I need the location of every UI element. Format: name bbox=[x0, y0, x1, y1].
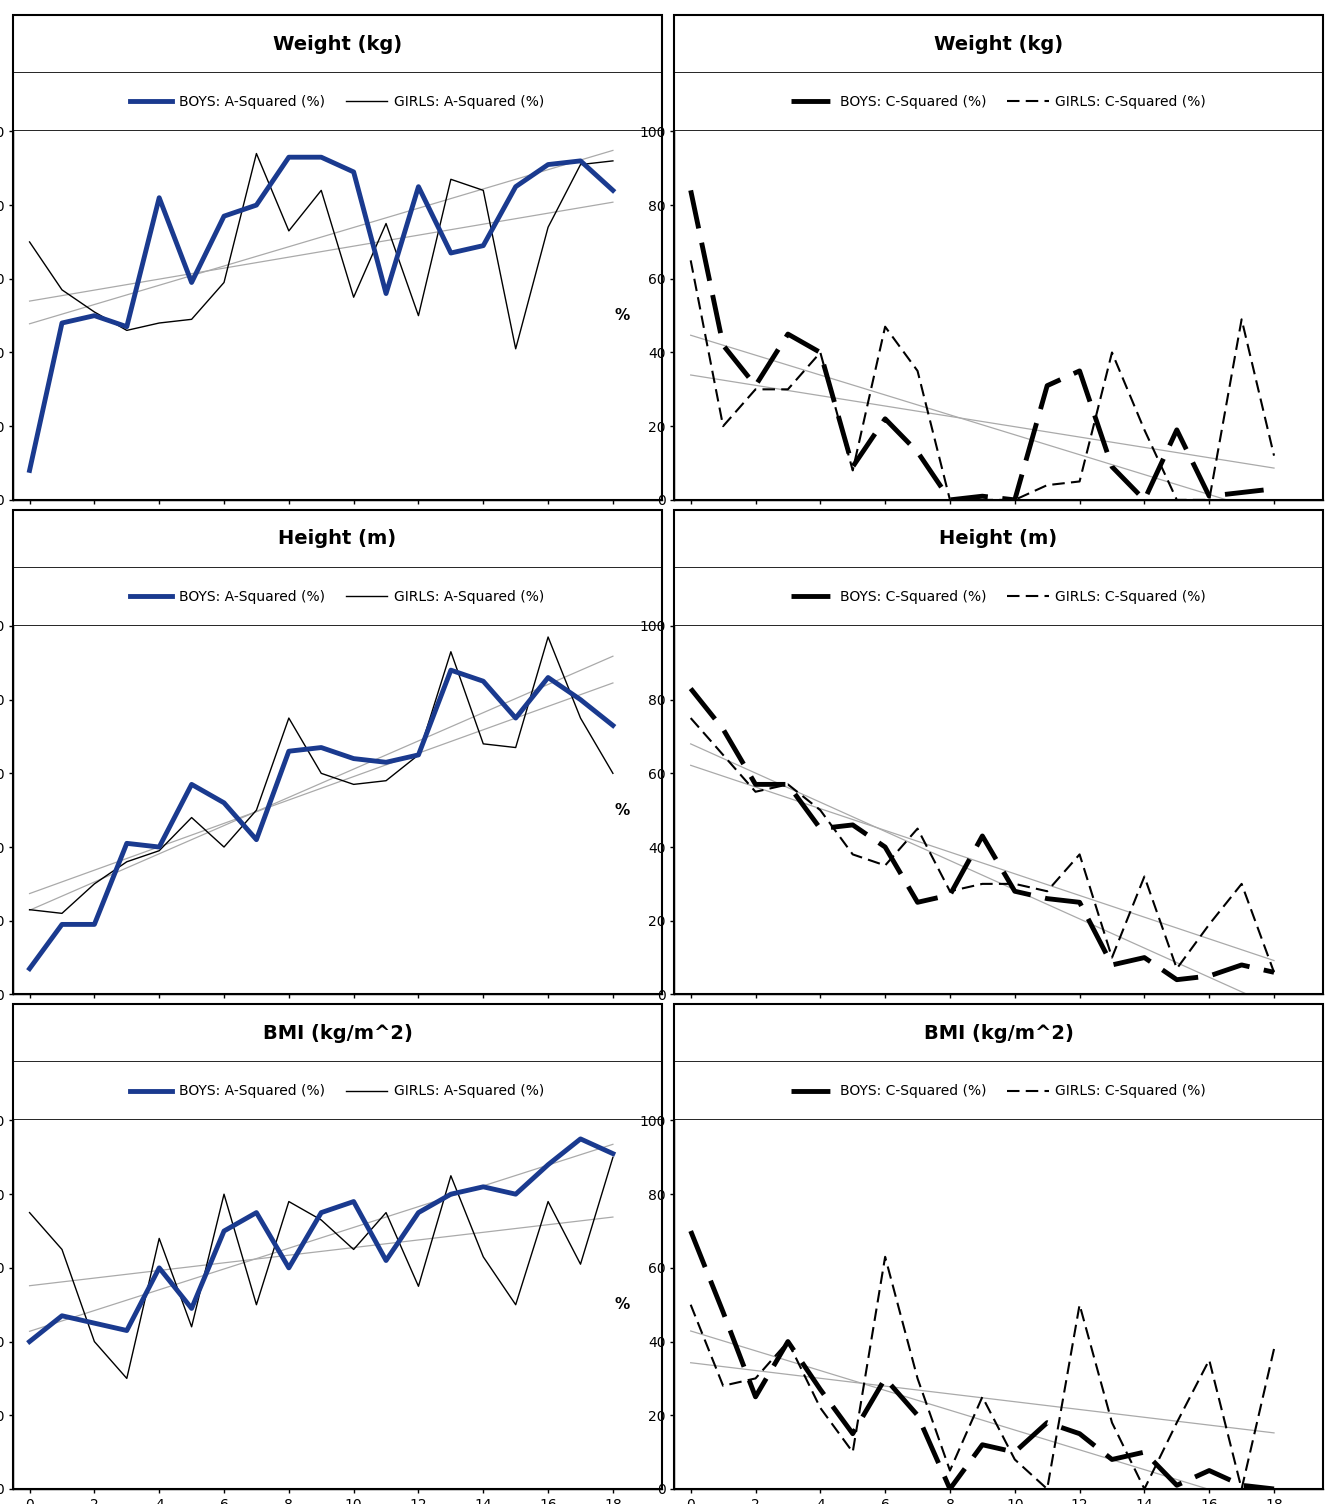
Legend: BOYS: A-Squared (%), GIRLS: A-Squared (%): BOYS: A-Squared (%), GIRLS: A-Squared (%… bbox=[126, 1080, 549, 1102]
Legend: BOYS: A-Squared (%), GIRLS: A-Squared (%): BOYS: A-Squared (%), GIRLS: A-Squared (%… bbox=[126, 92, 549, 113]
Legend: BOYS: C-Squared (%), GIRLS: C-Squared (%): BOYS: C-Squared (%), GIRLS: C-Squared (%… bbox=[787, 1080, 1210, 1102]
Legend: BOYS: C-Squared (%), GIRLS: C-Squared (%): BOYS: C-Squared (%), GIRLS: C-Squared (%… bbox=[787, 92, 1210, 113]
Y-axis label: %: % bbox=[615, 1298, 631, 1311]
Text: BMI (kg/m^2): BMI (kg/m^2) bbox=[923, 1024, 1074, 1042]
X-axis label: Age (years): Age (years) bbox=[949, 528, 1049, 543]
Text: Height (m): Height (m) bbox=[939, 529, 1058, 547]
Legend: BOYS: C-Squared (%), GIRLS: C-Squared (%): BOYS: C-Squared (%), GIRLS: C-Squared (%… bbox=[787, 585, 1210, 608]
Y-axis label: %: % bbox=[615, 308, 631, 323]
X-axis label: Age (years): Age (years) bbox=[949, 1023, 1049, 1038]
X-axis label: Age (years): Age (years) bbox=[287, 528, 387, 543]
Text: Weight (kg): Weight (kg) bbox=[273, 35, 402, 54]
Y-axis label: %: % bbox=[615, 803, 631, 818]
Legend: BOYS: A-Squared (%), GIRLS: A-Squared (%): BOYS: A-Squared (%), GIRLS: A-Squared (%… bbox=[126, 585, 549, 608]
X-axis label: Age (years): Age (years) bbox=[287, 1023, 387, 1038]
Text: BMI (kg/m^2): BMI (kg/m^2) bbox=[262, 1024, 413, 1042]
Text: Height (m): Height (m) bbox=[278, 529, 397, 547]
Text: Weight (kg): Weight (kg) bbox=[934, 35, 1063, 54]
